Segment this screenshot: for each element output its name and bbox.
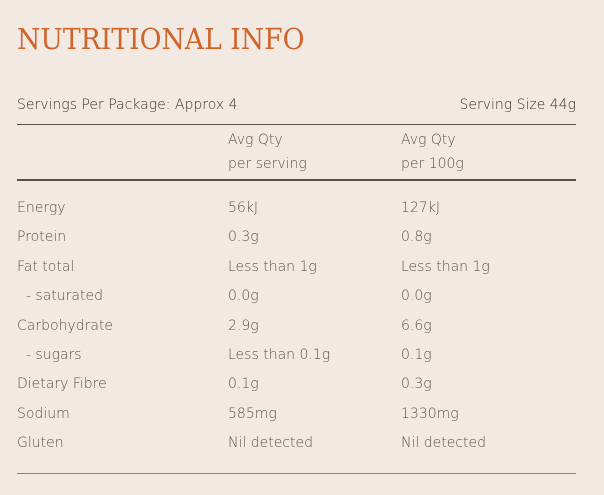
table-cell-per-100g: 6.6g — [401, 317, 432, 334]
table-cell-per-100g: 1330mg — [401, 405, 459, 422]
column-header-100g-line2: per 100g — [401, 156, 464, 172]
table-cell-per-serving: 0.1g — [228, 376, 259, 393]
page-title: NUTRITIONAL INFO — [17, 22, 305, 56]
divider — [17, 124, 576, 125]
table-cell-label: Carbohydrate — [17, 317, 114, 334]
table-cell-per-100g: Less than 1g — [401, 258, 490, 275]
servings-per-package: Servings Per Package: Approx 4 — [17, 97, 238, 113]
table-cell-label: Energy — [17, 200, 66, 216]
divider-bottom — [17, 473, 576, 474]
table-cell-label: Protein — [17, 229, 67, 246]
table-cell-per-100g: 0.0g — [401, 288, 432, 305]
table-cell-per-serving: 2.9g — [228, 317, 259, 334]
table-cell-per-100g: 0.8g — [401, 229, 432, 246]
table-cell-label: - sugars — [17, 347, 82, 363]
table-cell-label: Fat total — [17, 258, 75, 275]
table-cell-per-100g: Nil detected — [401, 435, 486, 452]
column-header-serving-line2: per serving — [228, 156, 307, 172]
table-cell-label: Sodium — [17, 405, 70, 422]
table-cell-label: Gluten — [17, 435, 64, 452]
table-cell-per-100g: 0.1g — [401, 347, 432, 363]
table-cell-per-100g: 127kJ — [401, 200, 440, 216]
table-cell-per-serving: Nil detected — [228, 435, 313, 452]
table-cell-per-serving: Less than 1g — [228, 258, 317, 275]
table-cell-per-100g: 0.3g — [401, 376, 432, 393]
column-header-serving-line1: Avg Qty — [228, 132, 283, 148]
table-cell-label: Dietary Fibre — [17, 376, 107, 393]
table-cell-per-serving: 56kJ — [228, 200, 259, 216]
divider-thick — [17, 179, 576, 181]
table-cell-per-serving: 0.3g — [228, 229, 259, 246]
table-cell-per-serving: 0.0g — [228, 288, 259, 305]
serving-size: Serving Size 44g — [459, 97, 576, 113]
table-cell-label: - saturated — [17, 288, 103, 305]
table-cell-per-serving: 585mg — [228, 405, 277, 422]
column-header-100g-line1: Avg Qty — [401, 132, 456, 148]
table-cell-per-serving: Less than 0.1g — [228, 347, 331, 363]
